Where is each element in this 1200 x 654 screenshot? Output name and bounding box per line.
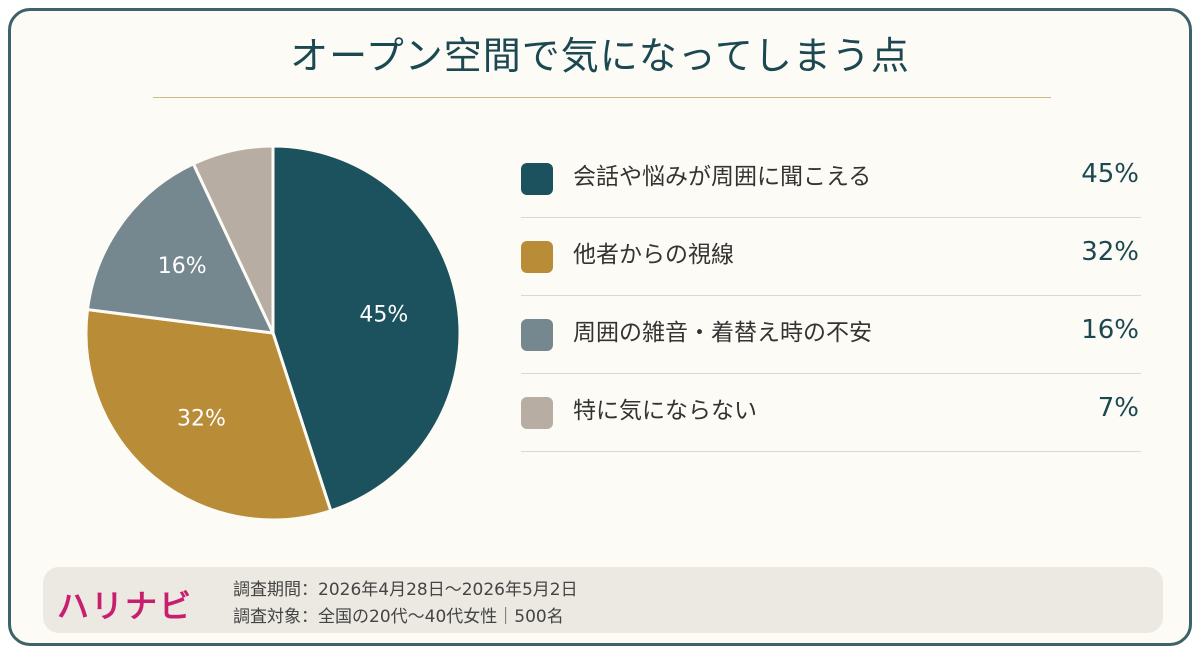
legend-swatch: [521, 319, 553, 351]
infographic-card: オープン空間で気になってしまう点 45% 32% 16% 会話や悩みが周囲に聞こえる…: [8, 8, 1192, 646]
legend-swatch: [521, 397, 553, 429]
legend-item: 他者からの視線 32%: [521, 219, 1141, 296]
legend-value: 7%: [1097, 393, 1139, 423]
slice-label: 32%: [177, 406, 226, 431]
legend-item: 会話や悩みが周囲に聞こえる 45%: [521, 141, 1141, 218]
legend-item: 周囲の雑音・着替え時の不安 16%: [521, 297, 1141, 374]
legend-label: 周囲の雑音・着替え時の不安: [573, 320, 872, 346]
pie-slice: [191, 144, 275, 335]
brand-logo: ハリナビ: [57, 587, 194, 625]
legend-label: 特に気にならない: [573, 398, 757, 424]
slice-label: 45%: [359, 302, 408, 327]
survey-period: 調査期間：2026年4月28日〜2026年5月2日: [233, 580, 578, 600]
legend-value: 16%: [1081, 315, 1139, 345]
pie-slice: [85, 162, 275, 335]
survey-footer: ハリナビ 調査期間：2026年4月28日〜2026年5月2日 調査対象：全国の2…: [43, 567, 1163, 633]
pie-chart: 45% 32% 16%: [84, 144, 462, 522]
legend-item: 特に気にならない 7%: [521, 375, 1141, 452]
chart-title: オープン空間で気になってしまう点: [290, 34, 910, 78]
legend-label: 他者からの視線: [573, 242, 734, 268]
survey-target: 調査対象：全国の20代〜40代女性｜500名: [233, 607, 564, 627]
legend-label: 会話や悩みが周囲に聞こえる: [573, 164, 872, 190]
legend-swatch: [521, 241, 553, 273]
pie-slice: [84, 308, 333, 522]
legend-swatch: [521, 163, 553, 195]
slice-label: 16%: [158, 254, 207, 279]
title-divider: [153, 97, 1051, 98]
legend: 会話や悩みが周囲に聞こえる 45% 他者からの視線 32% 周囲の雑音・着替え時…: [521, 141, 1141, 453]
legend-value: 32%: [1081, 237, 1139, 267]
pie-slice: [271, 144, 462, 513]
legend-value: 45%: [1081, 159, 1139, 189]
